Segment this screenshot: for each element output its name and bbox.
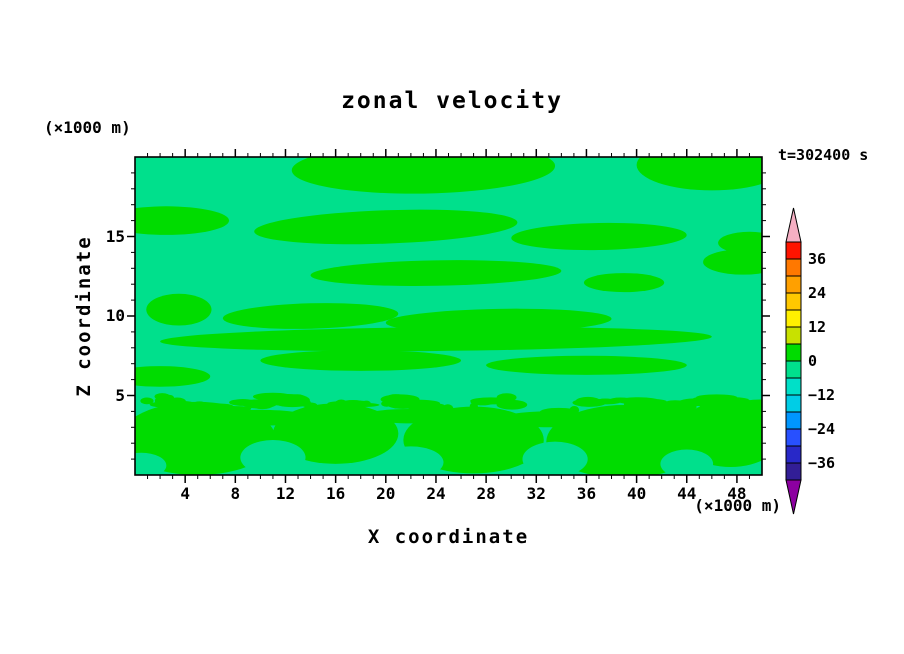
colorbar (785, 207, 802, 515)
x-tick-label: 24 (426, 484, 446, 503)
z-unit-label: (×1000 m) (44, 118, 131, 137)
x-tick-label: 8 (230, 484, 241, 503)
z-tick-label: 15 (105, 226, 125, 246)
contour-field (135, 157, 762, 475)
x-tick-label: 28 (476, 484, 496, 503)
time-label: t=302400 s (778, 146, 869, 164)
x-tick-label: 20 (376, 484, 396, 503)
colorbar-tick-label: −12 (808, 386, 836, 404)
colorbar-tick-label: −24 (808, 420, 836, 438)
x-tick-label: 16 (325, 484, 346, 503)
colorbar-tick-label: 36 (808, 250, 827, 268)
x-unit-label: (×1000 m) (694, 496, 781, 515)
x-tick-label: 48 (727, 484, 747, 503)
chart-title: zonal velocity (341, 88, 563, 114)
x-tick-label: 36 (576, 484, 597, 503)
colorbar-tick-label: −36 (808, 454, 836, 472)
colorbar-tick-label: 12 (808, 318, 827, 336)
z-axis-label: Z coordinate (73, 235, 95, 397)
colorbar-tick-label: 24 (808, 284, 827, 302)
x-tick-label: 32 (526, 484, 546, 503)
colorbar-arrow-down (785, 479, 802, 515)
colorbar-tick-label: 0 (808, 352, 818, 370)
colorbar-arrow-up (785, 207, 802, 243)
x-tick-label: 44 (677, 484, 697, 503)
z-tick-label: 10 (105, 306, 125, 325)
x-axis-label: X coordinate (367, 526, 530, 548)
x-tick-label: 40 (626, 484, 647, 503)
z-tick-label: 5 (115, 385, 125, 405)
x-tick-label: 12 (275, 484, 296, 503)
x-tick-label: 4 (180, 484, 190, 503)
